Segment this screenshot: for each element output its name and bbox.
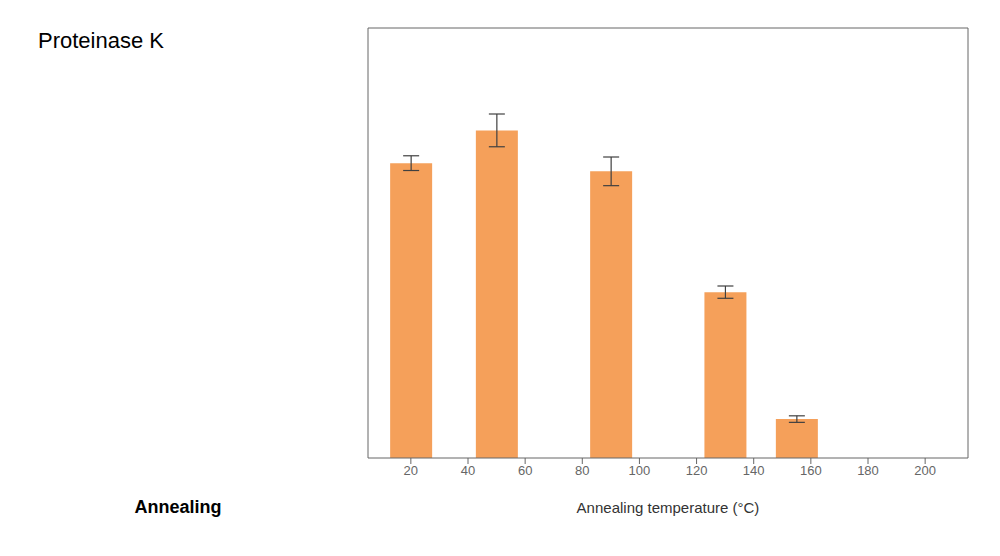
svg-text:20: 20 bbox=[404, 463, 418, 478]
html-text:Annealing: Annealing bbox=[134, 497, 222, 517]
svg-text:140: 140 bbox=[743, 463, 765, 478]
svg-text:160: 160 bbox=[800, 463, 822, 478]
svg-text:Annealing temperature (°C): Annealing temperature (°C) bbox=[577, 499, 760, 516]
svg-text:100: 100 bbox=[629, 463, 651, 478]
svg-text:200: 200 bbox=[914, 463, 936, 478]
html-text:Proteinase K: Proteinase K bbox=[38, 28, 164, 53]
svg-text:40: 40 bbox=[461, 463, 475, 478]
svg-text:80: 80 bbox=[575, 463, 589, 478]
svg-text:120: 120 bbox=[686, 463, 708, 478]
svg-text:180: 180 bbox=[857, 463, 879, 478]
svg-text:60: 60 bbox=[518, 463, 532, 478]
